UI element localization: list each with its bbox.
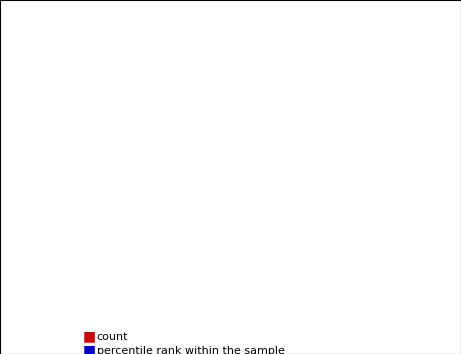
FancyBboxPatch shape bbox=[265, 213, 313, 268]
Bar bbox=[135, 121, 159, 204]
Text: genotype/variation: genotype/variation bbox=[14, 284, 120, 294]
Text: wild type: wild type bbox=[165, 283, 223, 296]
Text: GSM283120: GSM283120 bbox=[331, 211, 342, 270]
Text: Zelda null: Zelda null bbox=[305, 283, 367, 296]
Text: percentile rank within the sample: percentile rank within the sample bbox=[97, 346, 285, 354]
Bar bbox=[277, 141, 301, 204]
Point bbox=[238, 38, 245, 44]
Text: GSM283124: GSM283124 bbox=[236, 211, 247, 270]
Text: count: count bbox=[97, 332, 128, 342]
Text: GSM283123: GSM283123 bbox=[189, 211, 199, 270]
FancyBboxPatch shape bbox=[123, 270, 265, 309]
FancyBboxPatch shape bbox=[218, 213, 265, 268]
Bar bbox=[182, 75, 206, 204]
Point bbox=[190, 42, 198, 47]
Text: GSM283122: GSM283122 bbox=[142, 211, 152, 270]
Title: GDS3477 / 1626379_a_at: GDS3477 / 1626379_a_at bbox=[168, 15, 363, 31]
Bar bbox=[372, 117, 396, 204]
FancyBboxPatch shape bbox=[123, 213, 170, 268]
Bar bbox=[325, 165, 349, 204]
Point bbox=[285, 45, 293, 51]
Point bbox=[380, 44, 388, 49]
FancyBboxPatch shape bbox=[313, 213, 360, 268]
Point bbox=[143, 45, 150, 51]
Text: ■: ■ bbox=[83, 329, 96, 343]
FancyBboxPatch shape bbox=[265, 270, 408, 309]
Text: GSM283121: GSM283121 bbox=[379, 211, 389, 270]
Text: ■: ■ bbox=[83, 343, 96, 354]
Bar bbox=[230, 63, 254, 204]
Point bbox=[333, 48, 340, 54]
FancyBboxPatch shape bbox=[170, 213, 218, 268]
Text: GSM283119: GSM283119 bbox=[284, 211, 294, 270]
FancyBboxPatch shape bbox=[360, 213, 408, 268]
